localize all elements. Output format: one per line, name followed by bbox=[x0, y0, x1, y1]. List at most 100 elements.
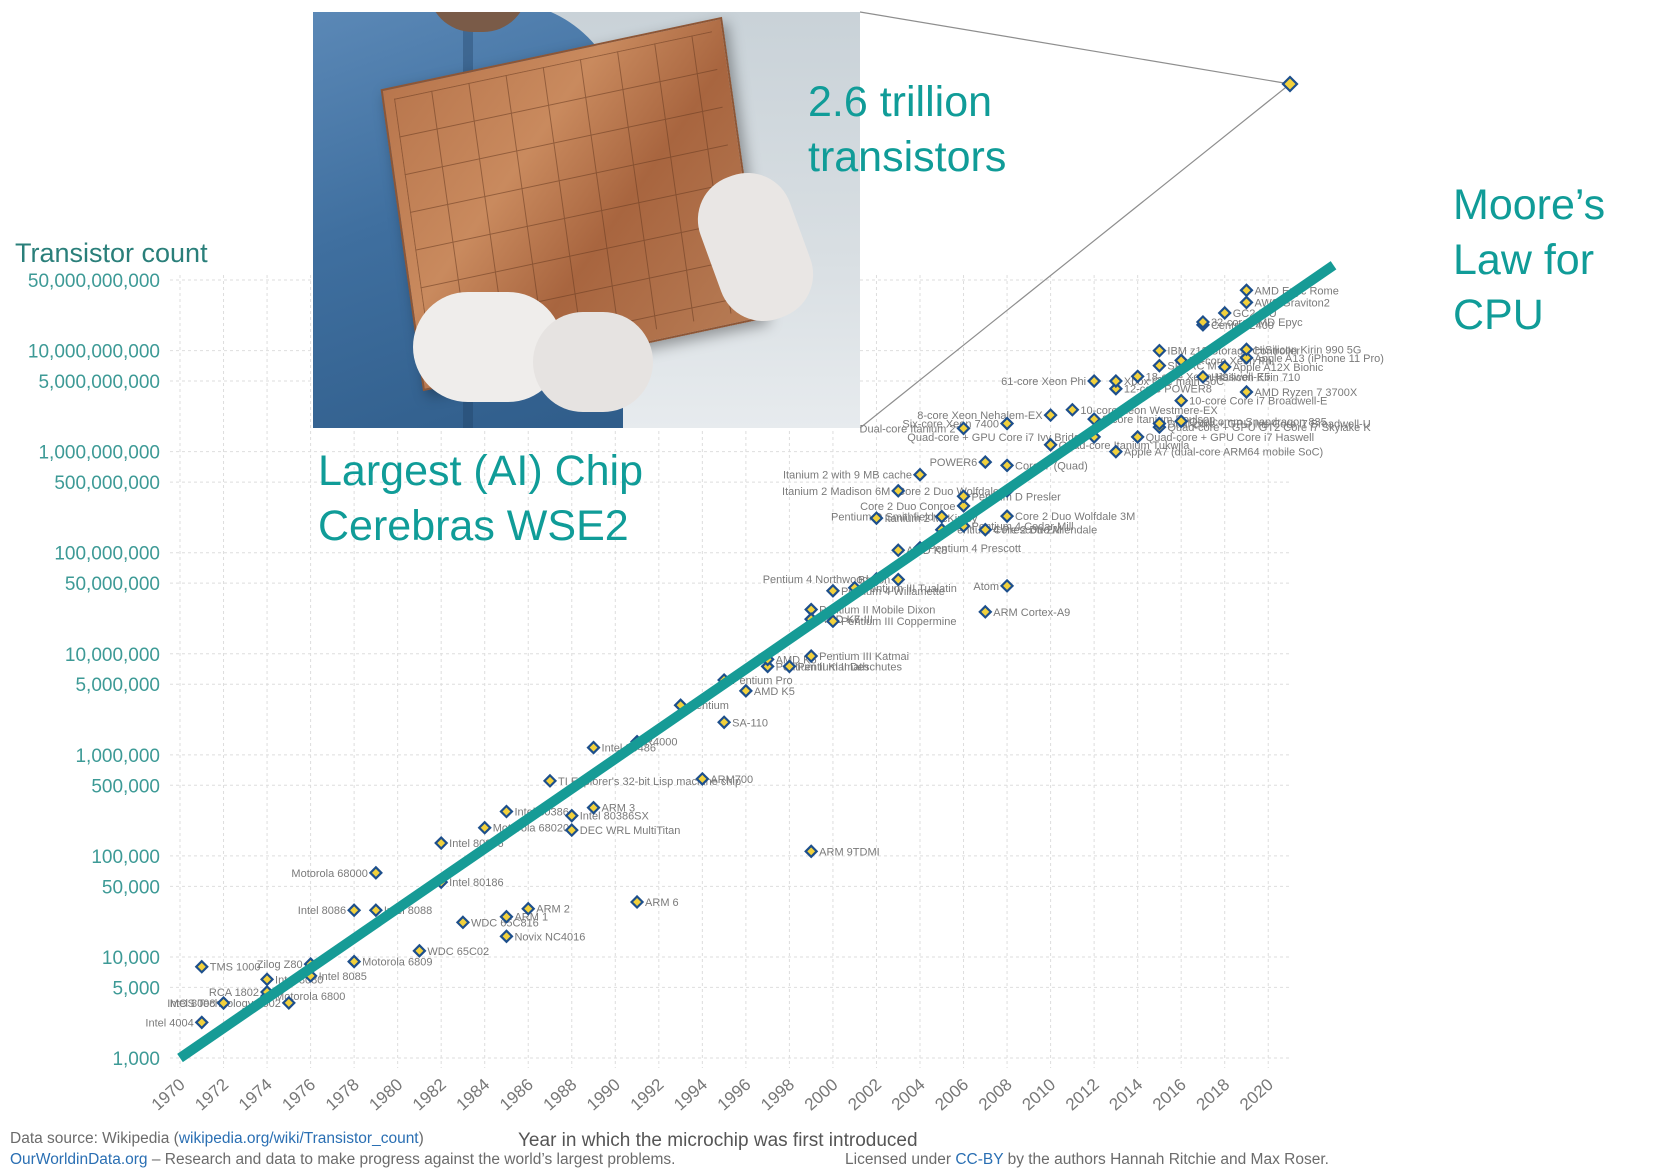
chip-label: HiSilicon Kirin 710 bbox=[1211, 372, 1300, 384]
chip-label: TMS 1000 bbox=[210, 962, 261, 974]
chip-point bbox=[956, 489, 971, 504]
chip-label: Intel 4004 bbox=[145, 1017, 193, 1029]
chip-label: ARM 6 bbox=[645, 897, 679, 909]
chip-point bbox=[1195, 314, 1210, 330]
chip-label: Atom bbox=[973, 581, 999, 593]
y-tick-label: 500,000,000 bbox=[54, 473, 160, 494]
y-tick-label: 1,000 bbox=[112, 1049, 160, 1070]
chip-label: Pentium II Deschutes bbox=[797, 661, 902, 673]
chip-point bbox=[891, 483, 906, 498]
x-tick-label: 2002 bbox=[844, 1075, 885, 1114]
x-tick-label: 1980 bbox=[365, 1075, 406, 1114]
chip-label: Intel 8008 bbox=[167, 998, 215, 1010]
trend-layer bbox=[177, 11, 1337, 1063]
chip-point bbox=[825, 614, 840, 629]
x-axis-ticks: 1970 1972 1974 1976 1978 1980 1982 1984 1986 1988… bbox=[148, 1075, 1277, 1114]
chip-point bbox=[630, 894, 645, 910]
chip-label: Motorola 6809 bbox=[362, 957, 432, 969]
y-tick-label: 5,000,000 bbox=[75, 675, 160, 696]
wse2-callout-top bbox=[859, 11, 1291, 85]
person-chin bbox=[428, 12, 528, 32]
x-tick-label: 1978 bbox=[322, 1075, 363, 1114]
x-tick-label: 2016 bbox=[1149, 1075, 1190, 1114]
x-tick-label: 2004 bbox=[888, 1075, 929, 1114]
wikipedia-link[interactable]: wikipedia.org/wiki/Transistor_count bbox=[178, 1130, 419, 1147]
chip-point bbox=[1239, 342, 1254, 357]
chip-point bbox=[521, 901, 536, 916]
x-tick-label: 1984 bbox=[453, 1075, 494, 1114]
y-tick-label: 1,000,000 bbox=[75, 746, 160, 767]
chip-label: HiSilicon Kirin 990 5G bbox=[1254, 344, 1361, 356]
x-tick-label: 1974 bbox=[235, 1075, 276, 1114]
chip-label: ARM 9TDMI bbox=[819, 846, 880, 858]
x-tick-label: 2000 bbox=[801, 1075, 842, 1114]
y-tick-label: 50,000,000,000 bbox=[28, 271, 160, 292]
x-tick-label: 1972 bbox=[191, 1075, 232, 1114]
chip-point bbox=[586, 740, 601, 755]
x-tick-label: 1996 bbox=[714, 1075, 755, 1114]
x-tick-label: 1998 bbox=[757, 1075, 798, 1114]
chip-point bbox=[1152, 343, 1167, 358]
moores-law-trend-line bbox=[177, 261, 1337, 1063]
x-tick-label: 2010 bbox=[1018, 1075, 1059, 1114]
chip-point bbox=[1043, 408, 1058, 423]
cerebras-wafer-photo bbox=[313, 12, 860, 428]
chip-label: RCA 1802 bbox=[209, 987, 259, 999]
chip-label: Intel 8085 bbox=[319, 971, 367, 983]
x-tick-label: 2006 bbox=[931, 1075, 972, 1114]
chip-label: Itanium 2 Madison 6M bbox=[782, 486, 890, 498]
y-tick-label: 50,000,000 bbox=[65, 574, 160, 595]
moores-law-line-2: Law for bbox=[1453, 236, 1595, 284]
chip-label: Zilog Z80 bbox=[257, 959, 303, 971]
chip-point bbox=[1000, 458, 1015, 473]
y-tick-label: 10,000,000 bbox=[65, 645, 160, 666]
cc-by-link[interactable]: CC-BY bbox=[955, 1151, 1004, 1168]
x-tick-label: 1988 bbox=[540, 1075, 581, 1114]
chip-point bbox=[368, 903, 383, 918]
y-tick-label: 5,000,000,000 bbox=[38, 372, 160, 393]
largest-chip-annotation: Largest (AI) Chip Cerebras WSE2 bbox=[318, 444, 643, 554]
chip-point bbox=[978, 604, 993, 619]
chip-point bbox=[1043, 437, 1058, 452]
x-tick-label: 2018 bbox=[1193, 1075, 1234, 1114]
chip-point bbox=[542, 773, 558, 788]
chip-label: WDC 65C816 bbox=[471, 917, 539, 929]
largest-chip-line-1: Largest (AI) Chip bbox=[318, 447, 644, 495]
chip-point bbox=[1239, 350, 1254, 365]
x-tick-label: 1986 bbox=[496, 1075, 537, 1114]
chip-point bbox=[1130, 369, 1145, 384]
chip-point bbox=[956, 421, 971, 436]
chip-label: 10-core Core i7 Broadwell-E bbox=[1189, 396, 1327, 408]
chip-point bbox=[891, 572, 906, 587]
chip-label: Pentium II Mobile Dixon bbox=[819, 605, 935, 617]
chip-label: ARM 2 bbox=[536, 904, 570, 916]
y-tick-label: 500,000 bbox=[91, 776, 160, 797]
chip-label: 72-core Xeon Phi bbox=[1189, 355, 1274, 367]
chip-point bbox=[1174, 393, 1189, 408]
chip-point bbox=[1195, 369, 1210, 384]
owid-note: OurWorldinData.org – Research and data t… bbox=[10, 1151, 675, 1169]
chip-point bbox=[1000, 578, 1015, 593]
x-tick-label: 1982 bbox=[409, 1075, 450, 1114]
chip-label: Itanium 2 with 9 MB cache bbox=[783, 470, 912, 482]
owid-link[interactable]: OurWorldinData.org bbox=[10, 1151, 148, 1168]
chip-point bbox=[1130, 429, 1145, 444]
gloved-hand-bottom bbox=[533, 312, 653, 412]
x-tick-label: 2020 bbox=[1236, 1075, 1277, 1114]
chip-label: Apple A7 (dual-core ARM64 mobile SoC) bbox=[1124, 447, 1323, 459]
chip-point bbox=[1239, 384, 1254, 400]
chip-point bbox=[1000, 416, 1015, 431]
chip-point bbox=[891, 543, 906, 558]
wse2-count-line-1: 2.6 trillion bbox=[808, 78, 993, 126]
chip-label: Quad-core + GPU Core i7 Haswell bbox=[1146, 432, 1314, 444]
chip-point bbox=[912, 467, 928, 482]
x-tick-label: 1994 bbox=[670, 1075, 711, 1114]
chip-point bbox=[869, 511, 884, 526]
y-tick-label: 1,000,000,000 bbox=[38, 443, 160, 464]
chip-point bbox=[586, 800, 601, 815]
wse2-point bbox=[1281, 75, 1299, 93]
chip-labels: Intel 4004 TMS 1000 Intel 8008 Motorola 680… bbox=[145, 285, 1383, 1029]
chip-point bbox=[1108, 373, 1123, 389]
wse2-callout-bottom bbox=[859, 83, 1291, 429]
chip-point bbox=[455, 915, 470, 930]
